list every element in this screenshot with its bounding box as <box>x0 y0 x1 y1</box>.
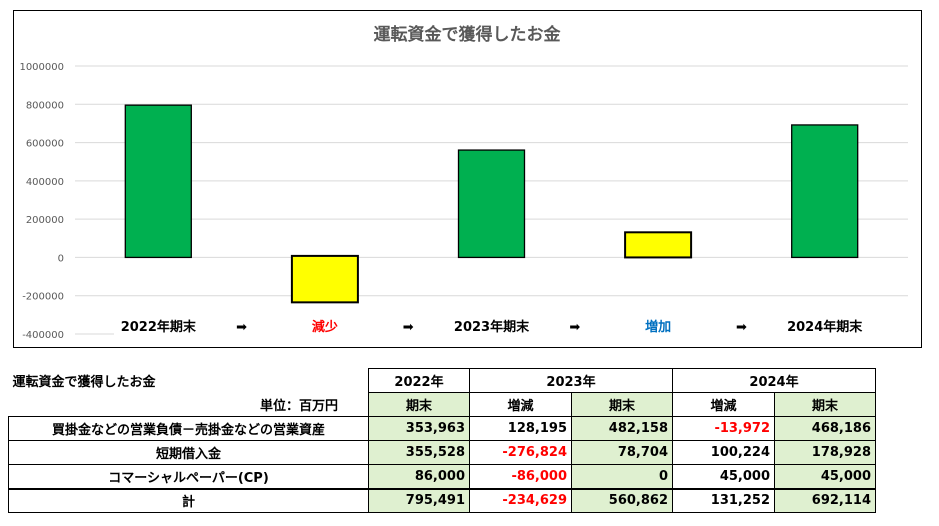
bar-1 <box>290 254 359 304</box>
table-cell: 468,186 <box>774 416 876 441</box>
table-cell: 0 <box>571 464 673 489</box>
table-cell: 482,158 <box>571 416 673 441</box>
table-row: コマーシャルペーパー(CP) 86,000 -86,000 0 45,000 45,000 <box>8 464 876 489</box>
table-cell: 128,195 <box>469 416 572 441</box>
chart-title: 運転資金で獲得したお金 <box>374 24 562 45</box>
bar-4 <box>791 124 859 259</box>
subheader: 増減 <box>469 392 572 417</box>
y-tick-label: 400000 <box>26 177 64 188</box>
x-category-label: 2023年期末 <box>454 319 530 335</box>
arrow-icon: ➡ <box>736 320 747 335</box>
table-cell: -13,972 <box>672 416 775 441</box>
table-cell: 178,928 <box>774 440 876 465</box>
table-cell: -276,824 <box>469 440 572 465</box>
x-category-label: 2024年期末 <box>787 319 863 335</box>
y-tick-label: 1000000 <box>19 62 64 73</box>
row-label: 買掛金などの営業負債－売掛金などの営業資産 <box>8 416 369 441</box>
y-tick-label: -400000 <box>22 330 64 341</box>
table-cell: 45,000 <box>672 464 775 489</box>
unit-label: 単位：百万円 <box>259 398 338 414</box>
y-tick-label: 200000 <box>26 215 64 226</box>
year-2023: 2023年 <box>469 368 673 393</box>
x-category-label: 増加 <box>645 319 671 335</box>
y-tick-label: 800000 <box>26 100 64 111</box>
year-2024: 2024年 <box>672 368 876 393</box>
subheader: 増減 <box>672 392 775 417</box>
bar-0 <box>124 104 192 259</box>
arrow-icon: ➡ <box>569 320 580 335</box>
table-cell: 100,224 <box>672 440 775 465</box>
row-label: 計 <box>8 487 369 513</box>
table-cell: 795,491 <box>368 487 470 513</box>
table-title: 運転資金で獲得したお金 <box>12 375 156 390</box>
subheader: 期末 <box>368 392 470 417</box>
bar-3 <box>624 231 693 259</box>
y-tick-label: 600000 <box>26 139 64 150</box>
y-tick-label: -200000 <box>22 292 64 303</box>
x-category-label: 2022年期末 <box>121 319 197 335</box>
table-row: 短期借入金 355,528 -276,824 78,704 100,224 178,928 <box>8 440 876 465</box>
table-row: 計 795,491 -234,629 560,862 131,252 692,114 <box>8 487 876 513</box>
table-cell: -86,000 <box>469 464 572 489</box>
y-tick-label: 0 <box>58 253 64 264</box>
table-cell: 560,862 <box>571 487 673 513</box>
year-2022: 2022年 <box>368 368 470 393</box>
table-cell: -234,629 <box>469 487 572 513</box>
bar-2 <box>457 149 526 259</box>
arrow-icon: ➡ <box>403 320 414 335</box>
table-cell: 131,252 <box>672 487 775 513</box>
arrow-icon: ➡ <box>236 320 247 335</box>
table-row: 買掛金などの営業負債－売掛金などの営業資産 353,963 128,195 482,1… <box>8 416 876 441</box>
table-cell: 86,000 <box>368 464 470 489</box>
table-cell: 45,000 <box>774 464 876 489</box>
chart-svg: 運転資金で獲得したお金 1000000 800000 600000 400000 2000… <box>19 24 908 341</box>
table-cell: 78,704 <box>571 440 673 465</box>
subheader: 期末 <box>571 392 673 417</box>
chart: 運転資金で獲得したお金 1000000 800000 600000 400000 2000… <box>13 10 922 348</box>
table-cell: 355,528 <box>368 440 470 465</box>
row-label: コマーシャルペーパー(CP) <box>8 464 369 489</box>
table-cell: 692,114 <box>774 487 876 513</box>
row-label: 短期借入金 <box>8 440 369 465</box>
subheader: 期末 <box>774 392 876 417</box>
data-table: 運転資金で獲得したお金 2022年 2023年 2024年 単位：百万円 期末 … <box>8 368 876 513</box>
table-cell: 353,963 <box>368 416 470 441</box>
x-category-label: 減少 <box>312 319 338 335</box>
